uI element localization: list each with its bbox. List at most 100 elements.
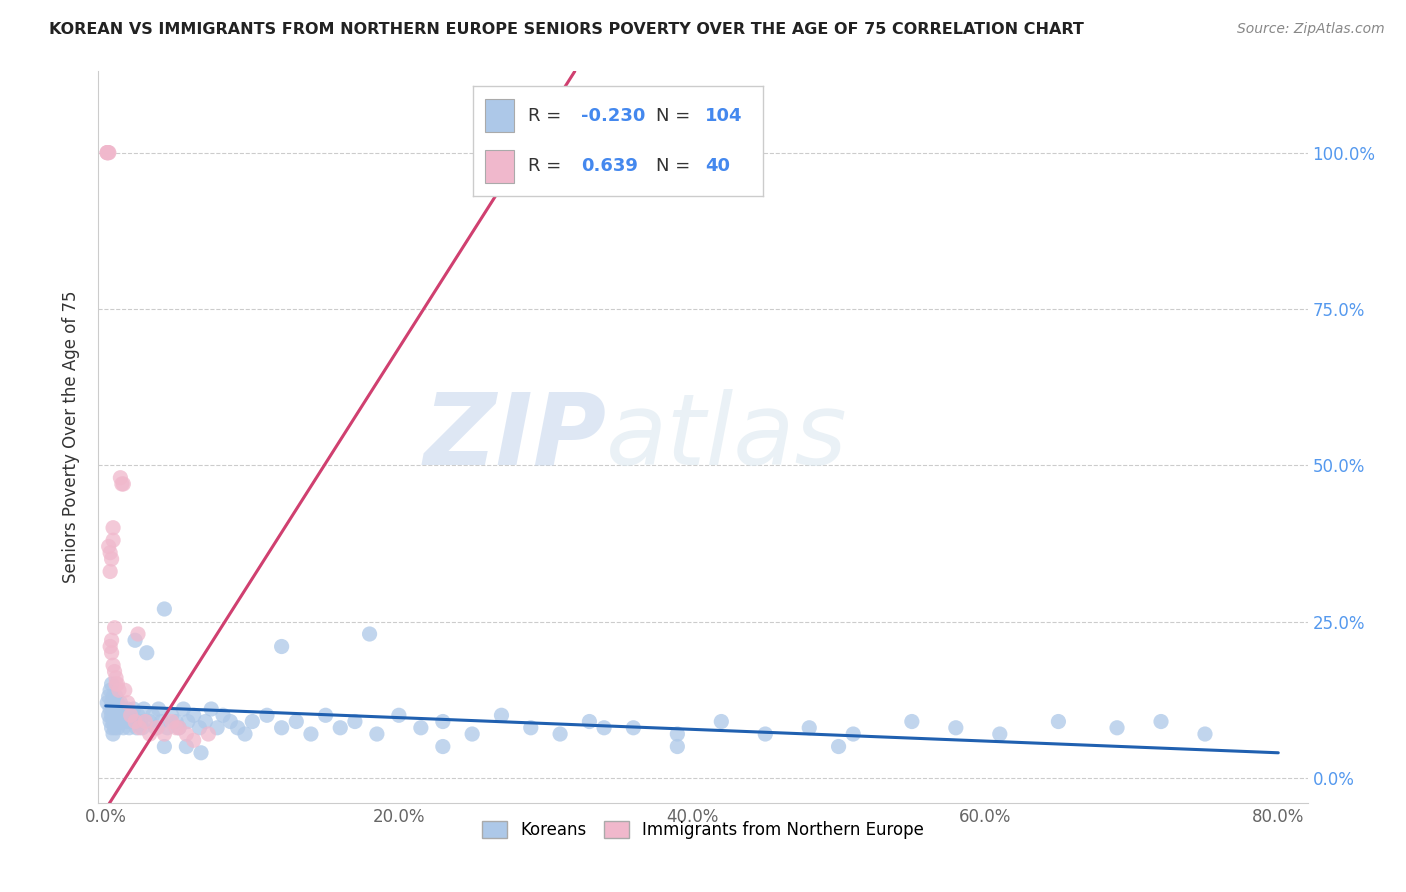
- Point: [366, 727, 388, 741]
- Point: [108, 714, 131, 729]
- Point: [112, 721, 135, 735]
- Point: [578, 714, 600, 729]
- Text: atlas: atlas: [606, 389, 848, 485]
- Point: [101, 702, 124, 716]
- Point: [120, 708, 142, 723]
- Point: [108, 683, 131, 698]
- Point: [107, 696, 129, 710]
- Point: [96, 145, 118, 160]
- Point: [105, 671, 128, 685]
- Point: [299, 727, 322, 741]
- Y-axis label: Seniors Poverty Over the Age of 75: Seniors Poverty Over the Age of 75: [62, 291, 80, 583]
- Point: [103, 721, 125, 735]
- Point: [1194, 727, 1216, 741]
- Point: [388, 708, 411, 723]
- Point: [115, 714, 138, 729]
- Point: [97, 145, 120, 160]
- Point: [101, 714, 124, 729]
- Point: [548, 727, 571, 741]
- Point: [343, 714, 366, 729]
- Point: [98, 714, 121, 729]
- Legend: Koreans, Immigrants from Northern Europe: Koreans, Immigrants from Northern Europe: [475, 814, 931, 846]
- Point: [177, 714, 200, 729]
- Point: [1150, 714, 1173, 729]
- Text: KOREAN VS IMMIGRANTS FROM NORTHERN EUROPE SENIORS POVERTY OVER THE AGE OF 75 COR: KOREAN VS IMMIGRANTS FROM NORTHERN EUROP…: [49, 22, 1084, 37]
- Point: [176, 739, 198, 754]
- Point: [117, 702, 139, 716]
- Point: [432, 739, 454, 754]
- Point: [153, 739, 176, 754]
- Point: [621, 721, 644, 735]
- Point: [901, 714, 924, 729]
- Point: [593, 721, 616, 735]
- Point: [138, 714, 160, 729]
- Point: [97, 540, 120, 554]
- Point: [156, 721, 179, 735]
- Point: [329, 721, 352, 735]
- Point: [165, 714, 187, 729]
- Point: [110, 708, 132, 723]
- Point: [153, 727, 176, 741]
- Point: [103, 708, 125, 723]
- Point: [150, 714, 173, 729]
- Point: [131, 721, 153, 735]
- Point: [205, 721, 228, 735]
- Point: [132, 702, 155, 716]
- Point: [100, 646, 122, 660]
- Point: [710, 714, 733, 729]
- Point: [124, 633, 146, 648]
- Point: [135, 646, 157, 660]
- Point: [122, 702, 145, 716]
- Point: [167, 721, 190, 735]
- Point: [98, 546, 121, 560]
- Point: [219, 714, 242, 729]
- Point: [134, 714, 156, 729]
- Point: [240, 714, 263, 729]
- Point: [127, 708, 149, 723]
- Point: [194, 714, 217, 729]
- Point: [97, 145, 120, 160]
- Point: [101, 727, 124, 741]
- Point: [988, 727, 1011, 741]
- Point: [112, 477, 135, 491]
- Point: [160, 708, 183, 723]
- Point: [666, 727, 689, 741]
- Point: [799, 721, 821, 735]
- Point: [491, 708, 513, 723]
- Point: [103, 696, 125, 710]
- Point: [145, 721, 167, 735]
- Point: [111, 714, 134, 729]
- Point: [188, 721, 211, 735]
- Point: [945, 721, 967, 735]
- Point: [100, 721, 122, 735]
- Point: [183, 708, 205, 723]
- Point: [98, 565, 121, 579]
- Point: [117, 696, 139, 710]
- Point: [315, 708, 337, 723]
- Point: [98, 683, 121, 698]
- Point: [127, 627, 149, 641]
- Point: [98, 640, 121, 654]
- Point: [96, 145, 118, 160]
- Point: [270, 721, 292, 735]
- Point: [1047, 714, 1070, 729]
- Point: [172, 702, 194, 716]
- Point: [120, 708, 142, 723]
- Point: [110, 471, 132, 485]
- Point: [105, 690, 128, 704]
- Point: [520, 721, 543, 735]
- Point: [118, 721, 141, 735]
- Point: [121, 714, 143, 729]
- Point: [111, 477, 134, 491]
- Point: [107, 708, 129, 723]
- Point: [105, 677, 128, 691]
- Point: [146, 721, 169, 735]
- Point: [666, 739, 689, 754]
- Point: [108, 702, 131, 716]
- Point: [138, 727, 160, 741]
- Point: [142, 708, 165, 723]
- Point: [101, 521, 124, 535]
- Point: [212, 708, 235, 723]
- Text: Source: ZipAtlas.com: Source: ZipAtlas.com: [1237, 22, 1385, 37]
- Point: [359, 627, 381, 641]
